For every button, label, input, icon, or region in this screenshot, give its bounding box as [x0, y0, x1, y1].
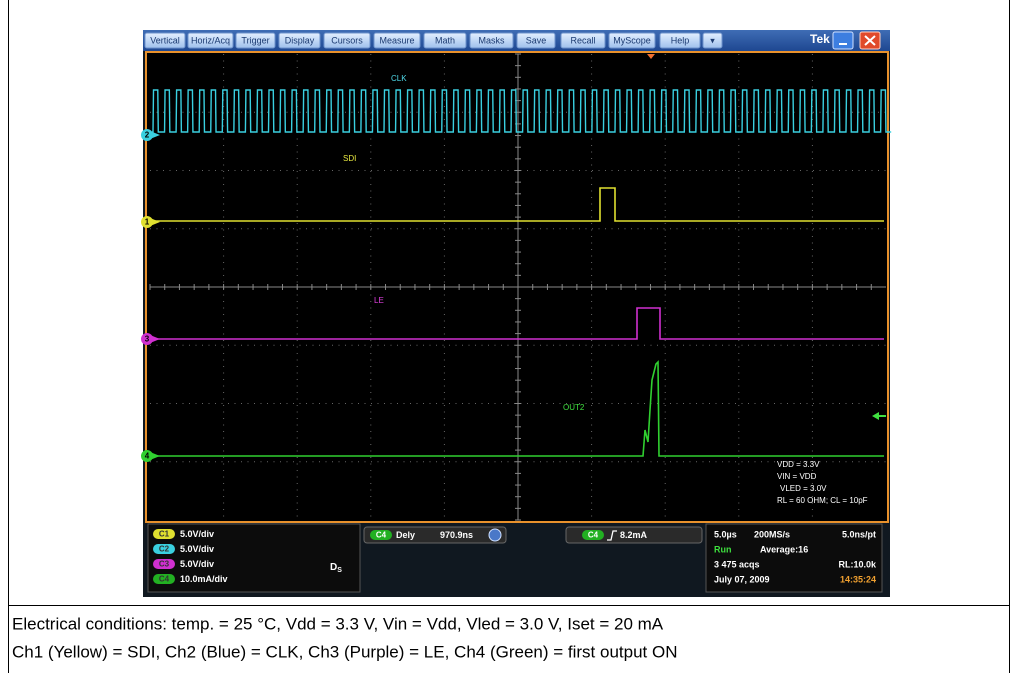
- menu-label: Vertical: [150, 35, 180, 45]
- delay-label: Dely: [396, 530, 415, 540]
- condition-note: VDD = 3.3V: [777, 460, 820, 469]
- menu-label: Math: [435, 35, 455, 45]
- brand: Tek: [810, 32, 830, 46]
- sample-rate: 200MS/s: [754, 529, 790, 539]
- channel-marker: [141, 129, 153, 141]
- channel-scale: 5.0V/div: [180, 544, 214, 554]
- minimize-icon: [839, 43, 847, 45]
- le-trace: [152, 307, 884, 340]
- vertical-panel: [147, 523, 361, 593]
- menu-label: Display: [285, 35, 315, 45]
- channel-scale: 10.0mA/div: [180, 574, 228, 584]
- caption-line: Ch1 (Yellow) = SDI, Ch2 (Blue) = CLK, Ch…: [12, 642, 678, 661]
- trace-label: SDI: [343, 154, 356, 163]
- menu-button[interactable]: [423, 32, 467, 49]
- channel-marker-label: 1: [145, 218, 150, 227]
- sdi-trace: [152, 187, 884, 222]
- channel-marker: [141, 450, 153, 462]
- menu-button[interactable]: [278, 32, 321, 49]
- menu-label: Cursors: [331, 35, 363, 45]
- acquisition-panel: [705, 523, 883, 593]
- menu-label: Horiz/Acq: [191, 35, 230, 45]
- delay-box: [363, 526, 507, 544]
- caption-line: Electrical conditions: temp. = 25 °C, Vd…: [12, 614, 664, 633]
- trace-label: CLK: [391, 74, 407, 83]
- out-trace: [152, 360, 884, 457]
- edge-icon: [607, 530, 617, 541]
- level-marker: [872, 412, 886, 420]
- badge-text: C4: [588, 531, 599, 540]
- badge-text: C2: [159, 545, 170, 554]
- resolution: 5.0ns/pt: [842, 529, 876, 539]
- date: July 07, 2009: [714, 574, 770, 584]
- menu-label: Help: [671, 35, 690, 45]
- condition-note: VLED = 3.0V: [780, 484, 827, 493]
- time: 14:35:24: [840, 574, 876, 584]
- badge: [153, 559, 175, 569]
- badge: [582, 530, 604, 540]
- delay-icon[interactable]: [488, 528, 502, 542]
- record-length: RL:10.0k: [838, 559, 877, 569]
- channel-marker-label: 3: [145, 335, 150, 344]
- channel-marker: [141, 333, 153, 345]
- acq-count: 3 475 acqs: [714, 559, 760, 569]
- badge-text: C1: [159, 530, 170, 539]
- clk-trace: [152, 89, 892, 133]
- ds-main: D: [330, 562, 337, 573]
- menu-button[interactable]: [323, 32, 371, 49]
- menu-button[interactable]: [373, 32, 421, 49]
- badge-text: C4: [376, 531, 387, 540]
- menu-label: Recall: [570, 35, 595, 45]
- delay-value: 970.9ns: [440, 530, 473, 540]
- menu-button[interactable]: [469, 32, 514, 49]
- menu-label: Save: [526, 35, 547, 45]
- channel-marker-label: 4: [145, 452, 150, 461]
- menu-button[interactable]: [235, 32, 276, 49]
- menu-label: MyScope: [613, 35, 651, 45]
- trace-label: LE: [374, 296, 384, 305]
- menu-button[interactable]: [516, 32, 556, 49]
- menu-button[interactable]: [659, 32, 701, 49]
- menu-button[interactable]: [144, 32, 186, 49]
- channel-marker-label: 2: [145, 131, 150, 140]
- badge: [153, 529, 175, 539]
- ds-sub: S: [337, 567, 342, 574]
- trigger-level: 8.2mA: [620, 530, 648, 540]
- menu-button[interactable]: [560, 32, 606, 49]
- minimize-button[interactable]: [832, 31, 854, 50]
- badge-text: C4: [159, 575, 170, 584]
- close-icon: [864, 35, 876, 46]
- average: Average:16: [760, 544, 808, 554]
- condition-note: VIN = VDD: [777, 472, 817, 481]
- channel-scale: 5.0V/div: [180, 529, 214, 539]
- badge: [370, 530, 392, 540]
- trace-label: OUT2: [563, 403, 585, 412]
- condition-note: RL = 60 OHM; CL = 10pF: [777, 496, 868, 505]
- menu-button[interactable]: [187, 32, 234, 49]
- menu-button[interactable]: [702, 32, 723, 49]
- badge-text: C3: [159, 560, 170, 569]
- badge: [153, 544, 175, 554]
- channel-marker: [141, 216, 153, 228]
- menu-label: Masks: [478, 35, 505, 45]
- menu-label: Measure: [379, 35, 414, 45]
- time-scale: 5.0µs: [714, 529, 737, 539]
- menu-label: ▾: [710, 35, 715, 45]
- run-state: Run: [714, 544, 732, 554]
- ds-indicator: DS: [330, 562, 342, 574]
- badge: [153, 574, 175, 584]
- trigger-position: [647, 54, 655, 59]
- menu-label: Trigger: [241, 35, 269, 45]
- menu-button[interactable]: [608, 32, 656, 49]
- channel-scale: 5.0V/div: [180, 559, 214, 569]
